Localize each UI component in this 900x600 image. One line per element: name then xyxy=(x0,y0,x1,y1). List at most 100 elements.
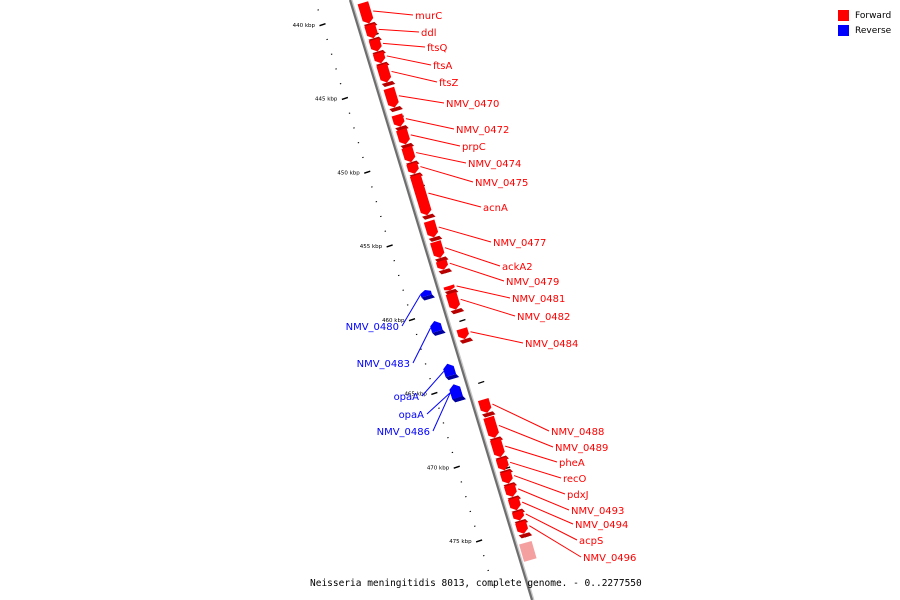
gene-arrow xyxy=(368,38,382,52)
gene-side xyxy=(400,142,415,150)
gene-label: NMV_0480 xyxy=(346,322,399,333)
reverse-swatch xyxy=(838,25,849,36)
gene-arrow xyxy=(443,284,455,291)
label-connector xyxy=(386,55,432,66)
label-connector xyxy=(456,285,511,299)
legend: Forward Reverse xyxy=(838,8,891,38)
forward-swatch xyxy=(838,10,849,21)
label-connector xyxy=(373,10,414,16)
gene-ddl: ddl xyxy=(364,23,436,43)
gene-arrow xyxy=(364,23,378,39)
legend-forward-label: Forward xyxy=(855,10,892,21)
gene-label: acpS xyxy=(579,536,603,547)
tick-label: 470 kbp xyxy=(427,465,450,471)
genome-caption: Neisseria meningitidis 8013, complete ge… xyxy=(310,578,642,589)
gene-label: NMV_0472 xyxy=(456,125,509,136)
gene-arrow xyxy=(503,483,517,497)
gene-nmv-0472: NMV_0472 xyxy=(391,113,509,136)
gene-arrow xyxy=(430,240,445,258)
gene-acka2: ackA2 xyxy=(430,240,533,273)
major-tick xyxy=(364,170,371,174)
gene-label: NMV_0474 xyxy=(468,159,521,170)
gene-nmv-0481: NMV_0481 xyxy=(443,284,565,305)
gene-arrow xyxy=(372,51,386,64)
gene-label: opaA xyxy=(394,392,420,403)
label-connector xyxy=(432,392,451,432)
guide-mark xyxy=(459,318,466,323)
gene-side xyxy=(432,329,446,336)
gene-arrow xyxy=(445,291,461,310)
gene-side xyxy=(438,268,453,275)
gene-nmv-0484: NMV_0484 xyxy=(456,327,578,350)
gene-side xyxy=(422,213,436,220)
gene-label: NMV_0486 xyxy=(377,427,430,438)
gene-label: NMV_0494 xyxy=(575,520,628,531)
gene-label: pdxJ xyxy=(567,490,589,501)
gene-arrow xyxy=(376,63,392,83)
gene-label: recO xyxy=(563,474,587,485)
label-connector xyxy=(416,152,467,164)
gene-arrow xyxy=(511,510,525,521)
label-connector xyxy=(521,501,574,525)
gene-fade xyxy=(519,540,537,562)
gene-side xyxy=(459,337,474,344)
gene-arrow xyxy=(456,327,469,340)
label-connector xyxy=(412,327,432,364)
gene-arrow xyxy=(406,161,419,174)
label-connector xyxy=(498,424,554,448)
gene-label: NMV_0475 xyxy=(475,178,528,189)
major-tick xyxy=(341,96,349,101)
tick-label: 475 kbp xyxy=(449,539,472,545)
gene-arrow xyxy=(443,363,457,378)
gene-nmv-0488: NMV_0488 xyxy=(477,397,604,438)
gene-arrow xyxy=(490,437,505,458)
gene-label: opaA xyxy=(399,410,425,421)
label-connector xyxy=(382,42,426,48)
gene-label: ftsQ xyxy=(427,43,447,54)
gene-arrow xyxy=(435,259,449,270)
label-connector xyxy=(470,331,524,344)
gene-prpc: prpC xyxy=(396,128,486,153)
gene-label: NMV_0488 xyxy=(551,427,604,438)
label-connector xyxy=(420,166,474,183)
gene-label: NMV_0483 xyxy=(357,359,410,370)
gene-arrow xyxy=(357,1,374,24)
gene-arrow xyxy=(430,321,443,333)
gene-nmv-0482: NMV_0482 xyxy=(445,291,570,323)
label-connector xyxy=(426,392,451,415)
backbone xyxy=(348,0,534,600)
legend-reverse-label: Reverse xyxy=(855,25,892,36)
gene-label: NMV_0482 xyxy=(517,312,570,323)
gene-side xyxy=(445,373,460,381)
gene-label: NMV_0489 xyxy=(555,443,608,454)
gene-arrow xyxy=(409,173,432,216)
gene-side xyxy=(389,105,403,113)
label-connector xyxy=(438,226,492,243)
gene-murc: murC xyxy=(357,1,442,29)
gene-label: NMV_0481 xyxy=(512,294,565,305)
gene-label: ftsA xyxy=(433,61,452,72)
gene-arrow xyxy=(391,113,405,127)
gene-arrow xyxy=(420,290,432,298)
gene-nmv-0477: NMV_0477 xyxy=(423,219,546,249)
gene-arrow xyxy=(507,496,521,511)
gene-side xyxy=(428,235,443,242)
label-connector xyxy=(492,403,550,432)
label-connector xyxy=(509,461,562,479)
gene-label: NMV_0484 xyxy=(525,339,578,350)
gene-label: NMV_0470 xyxy=(446,99,499,110)
gene-side xyxy=(421,294,435,301)
label-connector xyxy=(421,370,445,397)
guide-mark xyxy=(477,380,485,385)
label-connector xyxy=(513,475,566,495)
label-connector xyxy=(444,247,501,267)
gene-label: acnA xyxy=(483,203,508,214)
tick-label: 465 kbp xyxy=(404,392,427,398)
major-tick xyxy=(431,391,438,396)
gene-arrow xyxy=(495,456,509,471)
gene-label: prpC xyxy=(462,142,486,153)
label-connector xyxy=(525,513,578,541)
gene-label: NMV_0496 xyxy=(583,553,636,564)
label-connector xyxy=(428,192,482,208)
